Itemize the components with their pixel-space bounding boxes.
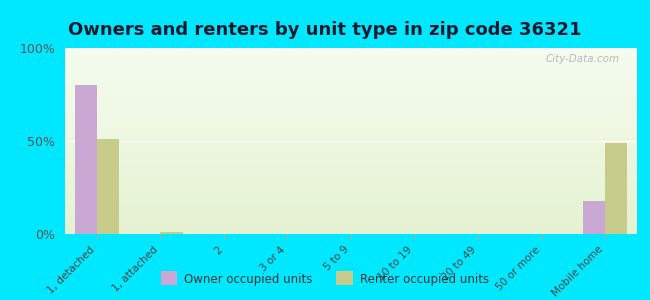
Text: Owners and renters by unit type in zip code 36321: Owners and renters by unit type in zip c… (68, 21, 582, 39)
Text: City-Data.com: City-Data.com (546, 54, 620, 64)
Bar (75, 85, 97, 234)
Legend: Owner occupied units, Renter occupied units: Owner occupied units, Renter occupied un… (156, 269, 494, 291)
Bar (161, 232, 183, 234)
Bar (97, 139, 119, 234)
Bar (583, 200, 605, 234)
Bar (605, 143, 627, 234)
